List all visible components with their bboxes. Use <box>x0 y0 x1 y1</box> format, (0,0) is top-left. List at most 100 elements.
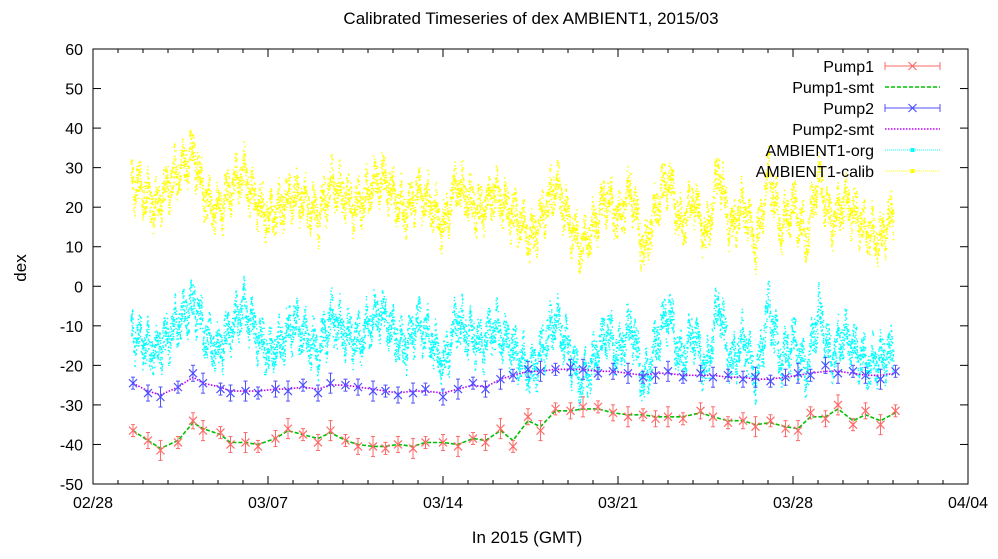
data-point-marker <box>438 392 448 402</box>
data-point-marker <box>341 436 350 445</box>
data-point-marker <box>241 438 250 447</box>
y-tick-label: 10 <box>65 240 83 257</box>
data-point-marker <box>381 443 390 453</box>
data-point-marker <box>313 388 323 398</box>
data-point-marker <box>536 366 545 376</box>
legend-label: Pump2-smt <box>792 122 874 139</box>
data-point-marker <box>593 402 603 412</box>
y-tick-label: -40 <box>60 437 83 454</box>
data-point-marker <box>173 438 183 447</box>
legend-entry: AMBIENT1-calib <box>756 164 940 181</box>
data-point-marker <box>381 386 390 396</box>
data-point-marker <box>861 406 870 416</box>
data-point-marker <box>313 438 323 447</box>
data-point-marker <box>638 410 648 420</box>
data-point-marker <box>271 434 280 443</box>
data-point-marker <box>143 388 153 398</box>
legend-entry: Pump1-smt <box>792 80 940 97</box>
data-point-marker <box>408 443 418 453</box>
data-point-marker <box>341 380 350 390</box>
series-line-pump1-smt <box>132 407 896 450</box>
data-point-marker <box>848 366 858 376</box>
data-point-marker <box>523 364 533 374</box>
data-point-marker <box>393 440 403 449</box>
data-point-marker <box>876 374 885 384</box>
y-tick-label: 20 <box>65 200 83 217</box>
data-point-marker <box>523 412 533 422</box>
data-point-marker <box>216 428 225 438</box>
data-point-marker <box>651 370 660 380</box>
data-point-marker <box>833 400 843 410</box>
data-point-marker <box>848 420 858 430</box>
x-axis-label: In 2015 (GMT) <box>472 528 583 547</box>
data-point-marker <box>508 442 518 451</box>
chart-title: Calibrated Timeseries of dex AMBIENT1, 2… <box>343 9 718 28</box>
legend-entry: Pump2-smt <box>792 122 940 139</box>
series-points <box>130 275 895 410</box>
data-point-marker <box>566 406 575 416</box>
legend-entry: Pump2 <box>823 101 941 118</box>
data-point-marker <box>678 414 688 424</box>
legend-swatch-marker <box>910 148 915 152</box>
data-point-marker <box>253 442 263 451</box>
data-point-marker <box>421 384 430 394</box>
data-point-marker <box>623 412 633 422</box>
series-ambient1-calib <box>130 129 895 275</box>
series-pump2 <box>128 356 900 408</box>
legend-label: Pump1 <box>823 59 874 76</box>
data-point-marker <box>326 378 335 388</box>
data-point-marker <box>298 380 308 390</box>
data-point-marker <box>156 392 165 402</box>
data-point-marker <box>173 382 183 392</box>
data-point-marker <box>283 386 293 396</box>
data-point-marker <box>751 372 760 382</box>
data-point-marker <box>723 370 733 380</box>
data-point-marker <box>608 366 618 376</box>
data-point-marker <box>481 384 490 394</box>
data-point-marker <box>253 388 263 398</box>
data-point-marker <box>496 424 505 434</box>
legend-label: AMBIENT1-org <box>766 143 874 160</box>
data-point-marker <box>283 424 293 434</box>
legend-swatch-marker <box>908 61 917 71</box>
data-point-marker <box>696 368 705 378</box>
series-points <box>130 129 895 275</box>
data-point-marker <box>156 445 165 455</box>
data-point-marker <box>143 436 153 445</box>
data-point-marker <box>821 414 830 424</box>
data-point-marker <box>298 430 308 439</box>
plot-area <box>128 129 900 461</box>
data-point-marker <box>453 442 463 451</box>
y-tick-label: 50 <box>65 82 83 99</box>
x-tick-label: 03/07 <box>248 495 288 512</box>
legend-entry: Pump1 <box>823 59 941 76</box>
data-point-marker <box>408 388 418 398</box>
data-point-marker <box>723 418 733 428</box>
y-tick-label: 60 <box>65 42 83 59</box>
data-point-marker <box>833 368 843 378</box>
data-point-marker <box>551 364 560 374</box>
y-tick-label: 0 <box>74 279 83 296</box>
data-point-marker <box>623 368 633 378</box>
data-point-marker <box>536 426 545 436</box>
data-point-marker <box>766 416 775 426</box>
legend-swatch-marker <box>910 169 915 173</box>
x-tick-label: 03/28 <box>773 495 813 512</box>
data-point-marker <box>353 442 363 451</box>
data-point-marker <box>508 370 518 380</box>
data-point-marker <box>593 368 603 378</box>
data-point-marker <box>566 362 575 372</box>
data-point-marker <box>806 370 815 380</box>
legend-label: Pump1-smt <box>792 80 874 97</box>
data-point-marker <box>188 368 198 378</box>
y-tick-label: 30 <box>65 161 83 178</box>
data-point-marker <box>438 438 448 447</box>
data-point-marker <box>188 416 198 426</box>
data-point-marker <box>766 376 775 386</box>
data-point-marker <box>708 412 718 422</box>
data-point-marker <box>481 438 490 447</box>
data-point-marker <box>578 364 588 374</box>
data-point-marker <box>876 420 885 430</box>
data-point-marker <box>793 368 803 378</box>
